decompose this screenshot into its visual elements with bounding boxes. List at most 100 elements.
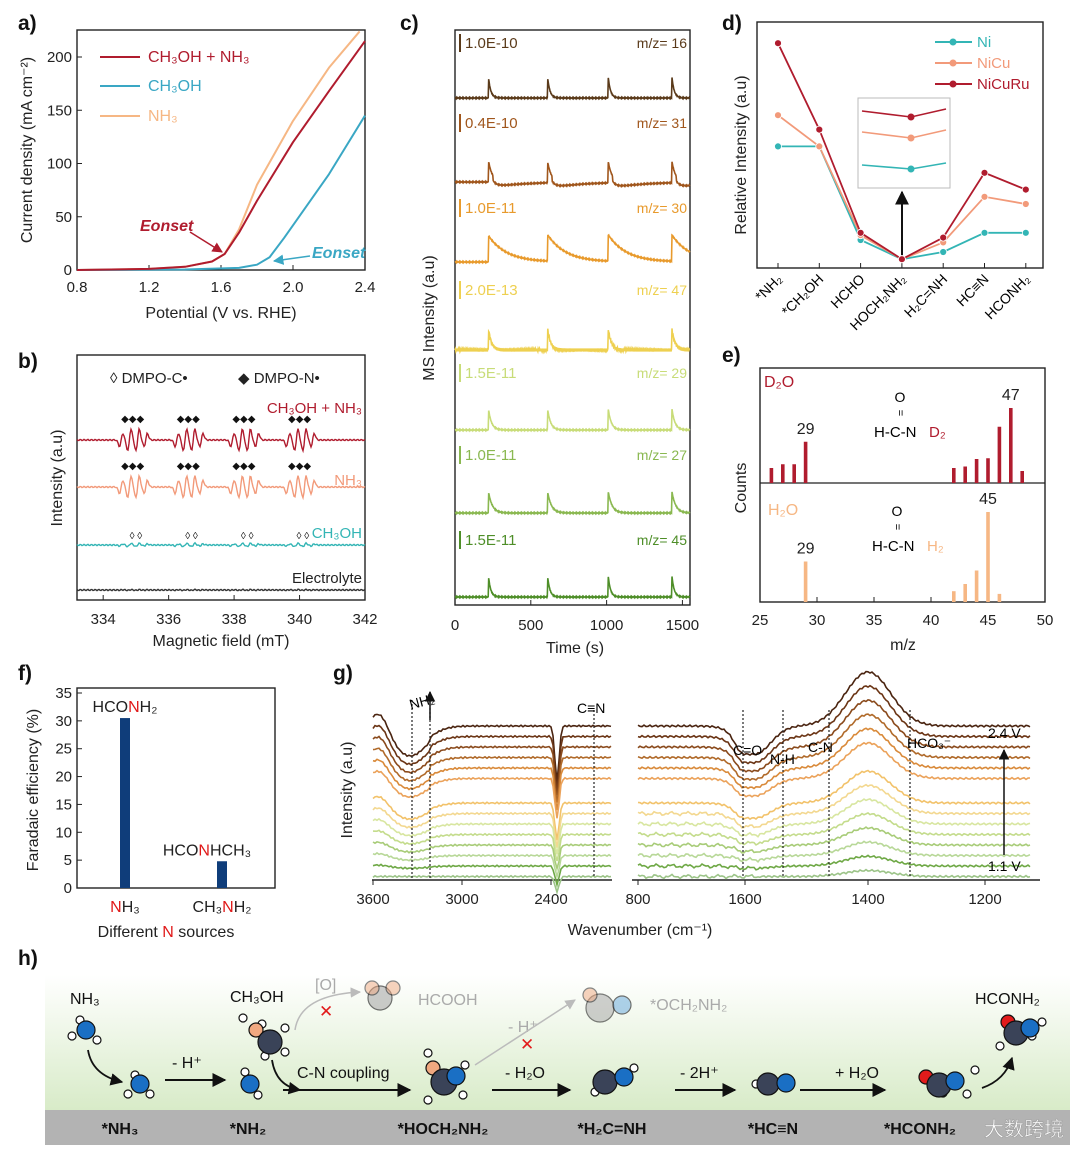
ir-trace-left-11: [372, 851, 612, 880]
inset-point-d: [907, 113, 915, 121]
plot-frame-f: [76, 687, 276, 889]
category-label-part: H₃: [122, 899, 140, 916]
potential-label-high: 2.4 V: [988, 725, 1021, 741]
panel-label-a: a): [18, 12, 37, 35]
plot-frame-a: [76, 29, 366, 271]
dmpo-c-marker-group: ◊ ◊: [241, 531, 254, 542]
ir-trace-right-9: [637, 811, 1031, 846]
dmpo-n-marker-group: ◆◆◆: [121, 414, 144, 425]
band-label-co: C=O: [733, 742, 762, 758]
x-tick-label-a: 2.4: [355, 279, 376, 296]
data-point-d: [774, 39, 782, 48]
structure-d2o: O = H-C-N D₂: [874, 389, 946, 441]
panel-label-b: b): [18, 350, 38, 373]
x-tick-label-e: 45: [980, 612, 997, 629]
x-tick-label-g: 1200: [968, 891, 1001, 908]
y-tick-label-a: 100: [47, 156, 72, 173]
panel-f: f) 05101520253035HCONH₂NH₃HCONHCH₃CH₃NH₂…: [18, 662, 276, 941]
scale-label-c: 1.5E-11: [465, 532, 516, 549]
desorption-arrow: [981, 1056, 1015, 1089]
hydrogen-atom: [1037, 1017, 1047, 1027]
legend-label-d: NiCuRu: [977, 76, 1030, 93]
intermediate-label-2: *HOCH₂NH₂: [398, 1121, 489, 1138]
ir-trace-left-8: [372, 817, 612, 855]
product-label-part: N: [198, 842, 210, 859]
category-label-part: N: [222, 899, 234, 916]
x-tick-label-c: 500: [518, 617, 543, 634]
x-axis-label-b: Magnetic field (mT): [153, 633, 290, 650]
category-label-d: HC≡N: [953, 271, 992, 310]
nitrogen-atom: [776, 1073, 796, 1093]
bar-e-42: [952, 468, 956, 483]
x-tick-label-b: 338: [222, 611, 247, 628]
hydrogen-atom: [253, 1090, 263, 1100]
nitrogen-atom: [945, 1071, 965, 1091]
epr-trace-2: [76, 541, 366, 548]
nitrogen-atom: [130, 1074, 150, 1094]
bar-e-29: [803, 561, 808, 602]
dmpo-n-marker-group: ◆◆◆: [232, 461, 255, 472]
onset-annotation-red: Eonset: [140, 218, 194, 235]
x-tick-label-g: 2400: [534, 891, 567, 908]
y-tick-label-f: 10: [55, 824, 72, 841]
legend-label-a-1: CH₃OH: [148, 78, 202, 95]
bar-e-43: [963, 466, 967, 483]
bar-f-1: [217, 861, 227, 888]
hydrogen-atom: [423, 1048, 433, 1058]
structure-h2o: O = H-C-N H₂: [872, 503, 944, 555]
hydrogen-atom: [458, 1090, 468, 1100]
y-axis-label-e: Counts: [733, 463, 750, 514]
x-tick-label-a: 1.6: [211, 279, 232, 296]
intermediate-label-5: *HCONH₂: [884, 1121, 956, 1138]
y-axis-label-d: Relative Intensity (a.u): [733, 75, 750, 234]
y-axis-label-g: Intensity (a.u): [339, 742, 356, 839]
bar-f-0: [120, 718, 130, 888]
species-label-product: HCONH₂: [975, 991, 1040, 1008]
panel-label-f: f): [18, 662, 32, 685]
watermark: 大数跨境: [984, 1118, 1064, 1141]
plot-frame-b: [76, 354, 366, 601]
potential-label-low: 1.1 V: [988, 858, 1021, 874]
blocked-arrow-1: [294, 987, 362, 1031]
product-label-f: HCONHCH₃: [163, 842, 251, 859]
ms-trace-1: [454, 161, 691, 189]
ir-trace-left-4: [372, 758, 612, 811]
product-label-part: N: [128, 699, 140, 716]
y-axis-label-b: Intensity (a.u): [49, 430, 66, 527]
hydrogen-atom: [67, 1031, 77, 1041]
legend-marker-d: [949, 59, 957, 67]
step-label-4: + H₂O: [835, 1065, 879, 1082]
ir-trace-left-1: [372, 724, 612, 789]
structure-sub: D₂: [929, 424, 946, 441]
dmpo-n-marker-group: ◆◆◆: [177, 414, 200, 425]
adsorption-arrow: [87, 1049, 124, 1086]
panel-label-d: d): [722, 12, 742, 35]
x-tick-label-b: 340: [287, 611, 312, 628]
inset-point-d: [907, 134, 915, 142]
panel-b: b) 334 336 338 340 342 ◆◆◆ ◆◆◆ ◆◆◆ ◆◆◆ ◆◆◆ ◆◆◆ ◆◆◆ ◆…: [18, 350, 378, 650]
y-tick-label-f: 0: [64, 880, 72, 897]
y-axis-label-f: Faradaic efficiency (%): [25, 709, 42, 871]
ir-trace-left-10: [372, 841, 612, 872]
onset-arrow-red: [189, 231, 223, 253]
nitrogen-atom: [612, 995, 632, 1015]
oxidation-label: [O]: [315, 977, 336, 994]
y-tick-label-f: 15: [55, 796, 72, 813]
mz-label-c: m/z= 29: [637, 365, 687, 381]
category-label-d: *CH₂OH: [778, 271, 826, 319]
x-tick-label-g: 1600: [728, 891, 761, 908]
inset-point-d: [907, 165, 915, 173]
mz-label-c: m/z= 27: [637, 447, 687, 463]
trace-label-b-2: CH₃OH: [312, 525, 362, 542]
y-tick-label-a: 0: [64, 262, 72, 279]
legend-label-a-0: CH₃OH + NH₃: [148, 49, 249, 66]
oxygen-atom: [582, 987, 598, 1003]
onset-arrow-blue: [272, 254, 311, 265]
bar-e-42: [952, 591, 956, 602]
ir-trace-right-5: [637, 741, 1031, 798]
hydrogen-atom: [970, 1065, 980, 1075]
panel-label-h: h): [18, 947, 38, 970]
nitrogen-atom: [1020, 1018, 1040, 1038]
intermediate-label-4: *HC≡N: [748, 1121, 798, 1138]
legend-marker-d: [949, 38, 957, 46]
